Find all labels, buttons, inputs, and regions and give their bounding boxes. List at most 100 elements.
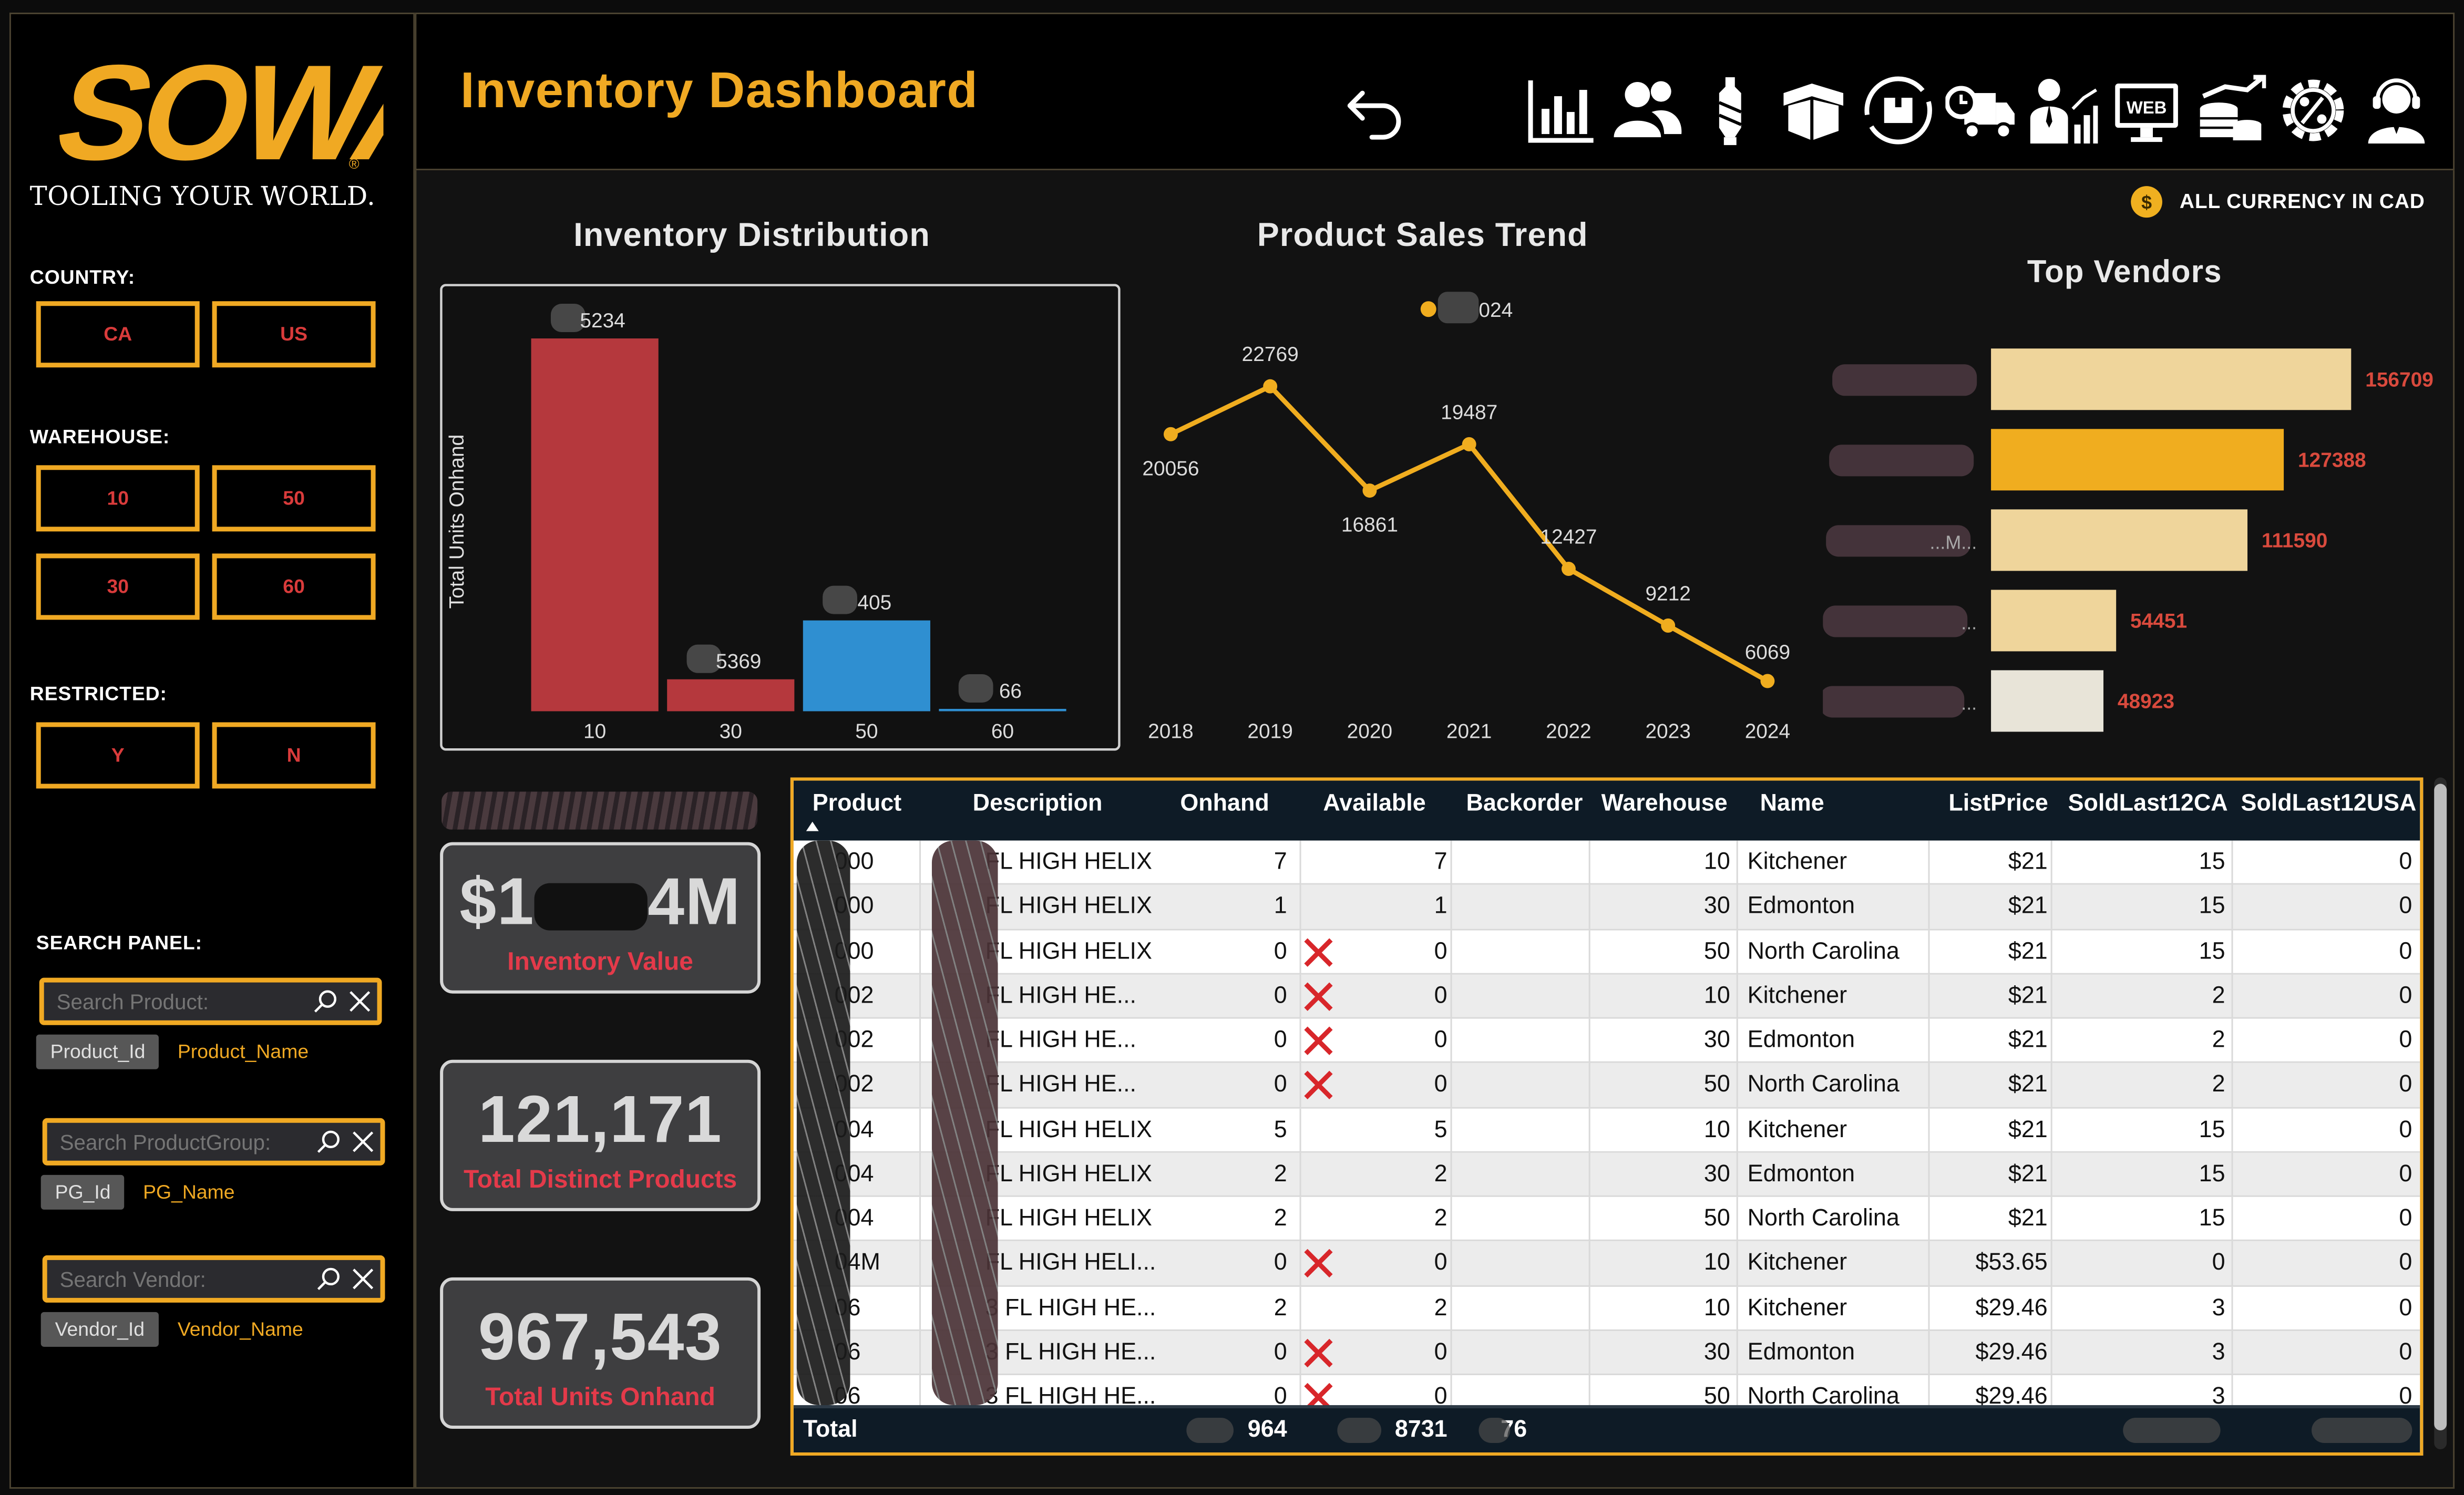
cell-sold-usa: 0 (2399, 937, 2412, 965)
column-header-soldlast12ca[interactable]: SoldLast12CA (2068, 790, 2228, 817)
table-row[interactable]: 000 FL HIGH HELIX 0 0 50 North Carolina $21 15 0 (793, 930, 2420, 974)
manager-chart-icon[interactable] (2027, 74, 2100, 147)
search-productgroup-input[interactable] (47, 1130, 311, 1154)
warehouse-button-50[interactable]: 50 (212, 465, 376, 532)
y-axis-label: Total Units Onhand (446, 435, 468, 609)
table-row[interactable]: 000 FL HIGH HELIX 1 1 30 Edmonton $21 15 0 (793, 885, 2420, 930)
column-header-description[interactable]: Description (972, 790, 1103, 817)
column-header-name[interactable]: Name (1760, 790, 1824, 817)
kpi-label: Total Units Onhand (485, 1384, 715, 1411)
unavailable-x-icon (1304, 1071, 1333, 1100)
country-button-ca[interactable]: CA (36, 301, 200, 368)
vendor-data-label: 54451 (2130, 610, 2187, 632)
redacted-legend (1438, 292, 1479, 324)
table-row[interactable]: 002 FL HIGH HE... 0 0 50 North Carolina $21 2 0 (793, 1063, 2420, 1108)
redacted-bar-label (823, 585, 857, 614)
search-icon[interactable] (311, 1125, 346, 1159)
pg-id-chip[interactable]: PG_Id (40, 1174, 125, 1210)
scrollbar-thumb[interactable] (2434, 783, 2447, 1430)
percent-gear-icon[interactable] (2277, 74, 2349, 147)
column-divider (1299, 885, 1301, 930)
trend-data-label: 16861 (1341, 514, 1398, 537)
column-header-warehouse[interactable]: Warehouse (1601, 790, 1728, 817)
bar-chart-icon[interactable] (1524, 74, 1597, 147)
unavailable-x-icon (1304, 982, 1333, 1011)
cell-sold-usa: 0 (2399, 848, 2412, 875)
chart-background (1123, 276, 1815, 757)
sort-ascending-icon[interactable] (806, 821, 819, 831)
column-divider (2050, 1063, 2052, 1108)
cell-name: Kitchener (1747, 1116, 1847, 1143)
pg-name-chip[interactable]: PG_Name (143, 1181, 235, 1203)
search-product-input[interactable] (44, 989, 309, 1014)
open-box-icon[interactable] (1777, 74, 1850, 147)
column-header-product[interactable]: Product (812, 790, 902, 817)
column-header-listprice[interactable]: ListPrice (1948, 790, 2048, 817)
column-header-backorder[interactable]: Backorder (1466, 790, 1583, 817)
support-agent-icon[interactable] (2360, 74, 2433, 147)
vendor-name-label: ... (1961, 692, 1977, 714)
table-scrollbar[interactable] (2434, 777, 2447, 1450)
cell-sold-usa: 0 (2399, 1026, 2412, 1054)
column-divider (1299, 974, 1301, 1018)
trend-data-label: 20056 (1142, 457, 1199, 480)
x-tick-label: 2022 (1546, 720, 1591, 743)
column-header-available[interactable]: Available (1323, 790, 1426, 817)
country-button-us[interactable]: US (212, 301, 376, 368)
cell-price: $21 (2008, 893, 2048, 920)
table-row[interactable]: 04M FL HIGH HELI... 0 0 10 Kitchener $53.65 0 0 (793, 1241, 2420, 1286)
clear-icon[interactable] (343, 984, 377, 1019)
table-row[interactable]: 004 FL HIGH HELIX 2 2 50 North Carolina $21 15 0 (793, 1197, 2420, 1242)
warehouse-button-60[interactable]: 60 (212, 553, 376, 620)
redacted-bar-label (958, 674, 993, 703)
cell-price: $53.65 (1975, 1249, 2048, 1276)
search-icon[interactable] (311, 1262, 346, 1296)
search-vendor-input[interactable] (47, 1267, 311, 1291)
box-cycle-icon[interactable] (1862, 74, 1935, 147)
product-name-chip[interactable]: Product_Name (177, 1040, 309, 1063)
money-growth-icon[interactable] (2194, 74, 2266, 147)
brand-tagline: TOOLING YOUR WORLD. (29, 181, 376, 212)
sowa-logo: SOWA ® (43, 49, 384, 188)
clear-icon[interactable] (346, 1125, 381, 1159)
column-divider (2231, 1018, 2233, 1063)
clear-icon[interactable] (346, 1262, 381, 1296)
table-row[interactable]: 004 FL HIGH HELIX 2 2 30 Edmonton $21 15 0 (793, 1152, 2420, 1197)
column-divider (1450, 1241, 1452, 1286)
column-divider (1928, 1331, 1930, 1375)
column-header-onhand[interactable]: Onhand (1180, 790, 1269, 817)
cell-available: 0 (1434, 1338, 1447, 1366)
table-row[interactable]: 004 FL HIGH HELIX 5 5 10 Kitchener $21 15 0 (793, 1108, 2420, 1153)
delivery-truck-icon[interactable] (1945, 74, 2018, 147)
kpi-value: 967,543 (478, 1299, 723, 1374)
vendor-id-chip[interactable]: Vendor_Id (40, 1312, 159, 1347)
restricted-button-y[interactable]: Y (36, 722, 200, 789)
table-row[interactable]: 002 FL HIGH HE... 0 0 30 Edmonton $21 2 0 (793, 1018, 2420, 1064)
trend-point-2019 (1263, 379, 1278, 394)
product-id-chip[interactable]: Product_Id (36, 1034, 160, 1069)
page-title: Inventory Dashboard (460, 61, 979, 119)
restricted-button-n[interactable]: N (212, 722, 376, 789)
search-icon[interactable] (308, 984, 343, 1019)
warehouse-button-30[interactable]: 30 (36, 553, 200, 620)
users-icon[interactable] (1611, 74, 1683, 147)
table-header: Product Description Onhand Available Backord… (793, 780, 2420, 841)
undo-icon[interactable] (1340, 74, 1413, 147)
table-row[interactable]: 06 3 FL HIGH HE... 0 0 50 North Carolina $29.4… (793, 1375, 2420, 1405)
web-icon[interactable]: WEB (2110, 74, 2183, 147)
column-divider (2231, 930, 2233, 974)
trend-data-label: 9212 (1645, 582, 1690, 605)
table-row[interactable]: 000 FL HIGH HELIX 7 7 10 Kitchener $21 15 0 (793, 840, 2420, 885)
redacted-vendor-name (1832, 364, 1977, 396)
table-row[interactable]: 002 FL HIGH HE... 0 0 10 Kitchener $21 2 0 (793, 974, 2420, 1019)
vendor-name-chip[interactable]: Vendor_Name (177, 1318, 303, 1341)
column-header-soldlast12usa[interactable]: SoldLast12USA (2241, 790, 2417, 817)
column-divider (2050, 1108, 2052, 1152)
cell-onhand: 0 (1274, 1383, 1287, 1405)
cell-onhand: 0 (1274, 1338, 1287, 1366)
tool-bit-icon[interactable] (1694, 74, 1767, 147)
x-tick-label: 50 (855, 720, 878, 743)
warehouse-button-10[interactable]: 10 (36, 465, 200, 532)
